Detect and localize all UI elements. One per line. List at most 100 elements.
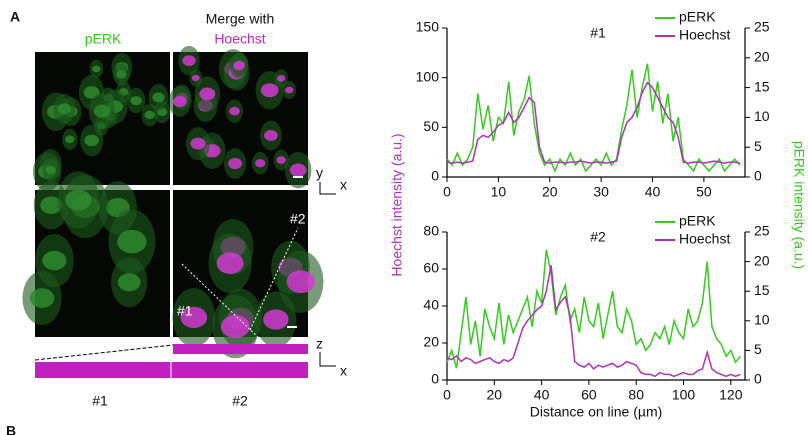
legend-label: pERK xyxy=(679,9,716,25)
nucleus xyxy=(229,106,240,116)
line-label: #1 xyxy=(177,303,193,319)
nucleus xyxy=(264,130,278,141)
y2-tick-label: 15 xyxy=(754,78,770,94)
y-tick-label: 100 xyxy=(416,68,440,84)
data-line xyxy=(446,265,741,378)
strip-label: #2 xyxy=(232,393,248,409)
nucleus xyxy=(276,75,286,82)
image-label: pERK xyxy=(85,31,122,47)
y2-tick-label: 0 xyxy=(754,371,762,387)
nucleus xyxy=(116,70,127,79)
x-tick-label: 120 xyxy=(719,387,743,403)
x-tick-label: 30 xyxy=(593,184,609,200)
nucleus xyxy=(152,92,165,103)
y2-tick-label: 20 xyxy=(754,49,770,65)
nucleus xyxy=(172,95,187,108)
y-tick-label: 0 xyxy=(431,168,439,184)
nucleus xyxy=(191,74,200,82)
y-axis-label: Hoechst intensity (a.u.) xyxy=(389,133,405,276)
y2-tick-label: 10 xyxy=(754,108,770,124)
data-line xyxy=(446,81,741,164)
nucleus xyxy=(276,156,286,164)
strip-label: #1 xyxy=(92,393,108,409)
nucleus xyxy=(45,165,56,175)
zoom-line xyxy=(34,344,174,361)
nucleus xyxy=(216,252,244,274)
nucleus xyxy=(117,273,141,292)
y2-tick-label: 15 xyxy=(754,282,770,298)
scale-bar xyxy=(287,326,297,328)
image-label: Hoechst xyxy=(214,31,265,47)
x-tick-label: 50 xyxy=(696,184,712,200)
nucleus xyxy=(220,315,250,339)
legend-label: pERK xyxy=(679,213,716,229)
y-tick-label: 150 xyxy=(416,19,440,35)
nucleus xyxy=(65,135,75,144)
y-tick-label: 50 xyxy=(423,118,439,134)
nucleus xyxy=(117,229,147,254)
x-tick-label: 40 xyxy=(645,184,661,200)
nucleus xyxy=(190,137,206,150)
axis-glyph: y xyxy=(316,165,323,181)
data-line xyxy=(446,249,741,369)
nucleus xyxy=(130,95,142,106)
nucleus xyxy=(260,83,279,98)
x-tick-label: 20 xyxy=(542,184,558,200)
y2-axis-label: pERK intensity (a.u.) xyxy=(791,141,807,269)
x-tick-label: 0 xyxy=(443,387,451,403)
panel-label: A xyxy=(10,9,20,25)
axis-arrow xyxy=(319,182,336,195)
nucleus xyxy=(233,61,245,71)
y2-tick-label: 5 xyxy=(754,138,762,154)
legend-label: Hoechst xyxy=(679,27,730,43)
y-tick-label: 20 xyxy=(423,334,439,350)
nucleus xyxy=(289,163,307,177)
x-tick-label: 60 xyxy=(581,387,597,403)
x-axis-label: Distance on line (µm) xyxy=(530,404,663,420)
micrographs xyxy=(22,45,324,378)
nucleus xyxy=(182,55,196,66)
y2-tick-label: 25 xyxy=(754,223,770,239)
line-2 xyxy=(249,227,299,331)
x-tick-label: 80 xyxy=(628,387,644,403)
axis-frame xyxy=(446,232,746,381)
x-tick-label: 40 xyxy=(534,387,550,403)
y2-tick-label: 0 xyxy=(754,168,762,184)
y-tick-label: 0 xyxy=(431,371,439,387)
y-tick-label: 60 xyxy=(423,260,439,276)
nucleus xyxy=(29,288,55,308)
nucleus xyxy=(92,65,101,73)
x-tick-label: 100 xyxy=(672,387,696,403)
axis-arrow xyxy=(319,352,336,367)
nucleus xyxy=(263,309,289,330)
nucleus xyxy=(84,134,99,147)
chart-title: #2 xyxy=(590,229,606,245)
panel-label: B xyxy=(6,423,16,435)
x-tick-label: 0 xyxy=(443,184,451,200)
nucleus xyxy=(180,306,208,329)
scale-bar xyxy=(293,176,303,178)
line-1 xyxy=(181,263,265,344)
axis-frame xyxy=(446,28,746,178)
y2-tick-label: 10 xyxy=(754,312,770,328)
nucleus xyxy=(93,104,111,118)
axis-glyph: x xyxy=(340,177,347,193)
nucleus xyxy=(57,103,72,115)
nucleus xyxy=(228,157,243,170)
x-tick-label: 20 xyxy=(487,387,503,403)
nucleus xyxy=(286,270,315,294)
y2-tick-label: 25 xyxy=(754,19,770,35)
nucleus xyxy=(285,86,294,94)
nucleus xyxy=(65,189,92,211)
nucleus xyxy=(40,196,63,214)
x-tick-label: 10 xyxy=(491,184,507,200)
chart-title: #1 xyxy=(590,25,606,41)
y-tick-label: 80 xyxy=(423,223,439,239)
y-tick-label: 40 xyxy=(423,297,439,313)
axis-glyph: z xyxy=(316,336,323,352)
image-label: Merge with xyxy=(206,11,274,27)
axis-glyph: x xyxy=(340,363,347,379)
nucleus xyxy=(144,110,155,120)
nucleus xyxy=(255,159,266,168)
